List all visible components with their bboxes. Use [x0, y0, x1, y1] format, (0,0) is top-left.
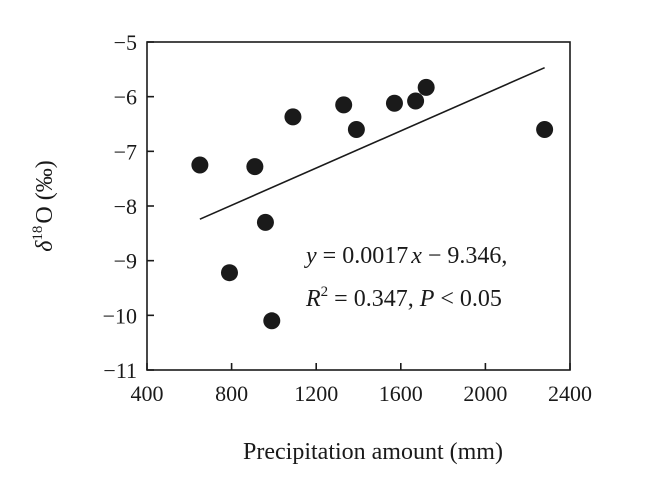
data-point	[263, 312, 281, 330]
x-tick-label: 2000	[463, 381, 507, 406]
x-tick-label: 1600	[379, 381, 423, 406]
x-tick-label: 1200	[294, 381, 338, 406]
y-axis-label-superscript: 18	[30, 226, 46, 241]
regression-stats: R2 = 0.347, P < 0.05	[305, 284, 502, 312]
x-axis-ticks: 400 800 1200 1600 2000 2400	[131, 363, 592, 406]
equation-y-var: y	[304, 243, 317, 269]
plot-frame	[146, 41, 571, 371]
y-tick-label: −5	[114, 30, 137, 55]
data-point	[417, 78, 435, 96]
equation-coefficient: = 0.0017	[317, 243, 409, 269]
stats-r-value: = 0.347,	[328, 286, 420, 312]
y-axis-label: δ18 O (‰)	[30, 160, 58, 251]
x-tick-label: 2400	[548, 381, 592, 406]
trendline-group	[199, 66, 545, 220]
equation-intercept: − 9.346,	[422, 243, 508, 269]
stats-p-value: < 0.05	[434, 286, 502, 312]
y-axis-ticks: −11 −10 −9 −8 −7 −6 −5	[103, 30, 154, 383]
data-points	[191, 78, 554, 330]
data-point	[191, 156, 209, 174]
y-tick-label: −8	[114, 194, 137, 219]
y-tick-label: −10	[103, 303, 137, 328]
y-axis-label-base: O (‰)	[32, 160, 58, 223]
data-point	[220, 264, 238, 282]
data-point	[385, 94, 403, 112]
data-point	[347, 120, 365, 138]
y-tick-label: −9	[114, 249, 137, 274]
stats-r-symbol: R	[305, 286, 321, 312]
data-point	[335, 96, 353, 114]
data-point	[536, 120, 554, 138]
y-axis-label-symbol: δ	[32, 240, 58, 252]
y-tick-label: −11	[103, 358, 137, 383]
stats-p-symbol: P	[419, 286, 435, 312]
y-tick-label: −6	[114, 85, 137, 110]
x-axis-label: Precipitation amount (mm)	[243, 439, 503, 465]
equation-x-var: x	[410, 243, 422, 269]
y-tick-label: −7	[114, 139, 137, 164]
trendline	[199, 66, 545, 220]
data-point	[284, 108, 302, 126]
regression-equation: y = 0.0017 x − 9.346,	[304, 243, 507, 269]
x-tick-label: 800	[215, 381, 248, 406]
x-tick-label: 400	[131, 381, 164, 406]
data-point	[256, 213, 274, 231]
data-point	[246, 158, 264, 176]
data-point	[407, 92, 425, 110]
stats-r-superscript: 2	[321, 284, 329, 300]
